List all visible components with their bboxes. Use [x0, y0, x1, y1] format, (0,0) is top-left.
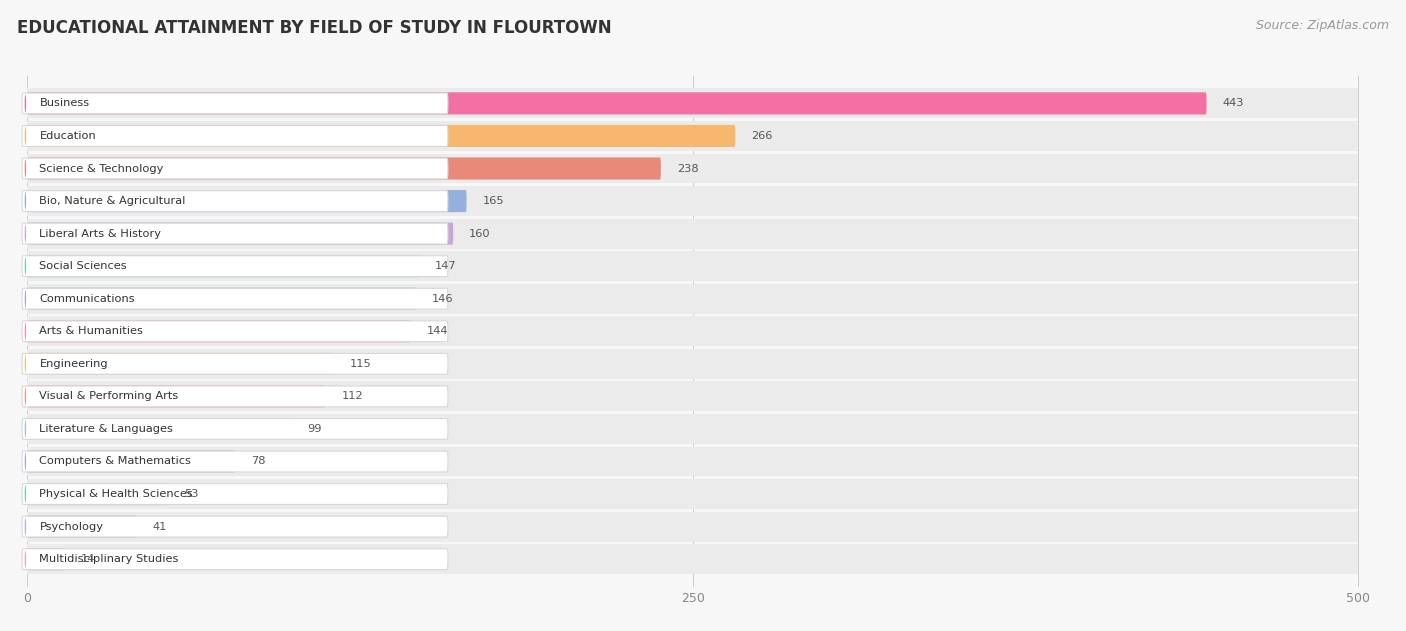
Text: Bio, Nature & Agricultural: Bio, Nature & Agricultural [39, 196, 186, 206]
Text: 112: 112 [342, 391, 363, 401]
FancyBboxPatch shape [22, 418, 449, 439]
FancyBboxPatch shape [22, 516, 449, 537]
Circle shape [25, 550, 27, 568]
FancyBboxPatch shape [27, 381, 1358, 411]
Text: Engineering: Engineering [39, 359, 108, 369]
FancyBboxPatch shape [27, 153, 1358, 184]
FancyBboxPatch shape [27, 451, 235, 473]
FancyBboxPatch shape [27, 544, 1358, 574]
FancyBboxPatch shape [27, 349, 1358, 379]
Text: 266: 266 [751, 131, 773, 141]
Circle shape [25, 127, 27, 144]
FancyBboxPatch shape [27, 186, 1358, 216]
Text: Visual & Performing Arts: Visual & Performing Arts [39, 391, 179, 401]
FancyBboxPatch shape [27, 121, 1358, 151]
Circle shape [25, 225, 27, 242]
Text: 14: 14 [80, 554, 96, 564]
Circle shape [25, 452, 27, 470]
FancyBboxPatch shape [27, 316, 1358, 346]
Text: 41: 41 [152, 522, 167, 531]
FancyBboxPatch shape [27, 414, 1358, 444]
FancyBboxPatch shape [27, 320, 411, 343]
Circle shape [25, 518, 27, 536]
FancyBboxPatch shape [27, 548, 65, 570]
FancyBboxPatch shape [27, 483, 169, 505]
Text: 53: 53 [184, 489, 198, 499]
FancyBboxPatch shape [27, 88, 1358, 119]
Text: 146: 146 [432, 293, 454, 304]
FancyBboxPatch shape [27, 251, 1358, 281]
FancyBboxPatch shape [27, 418, 291, 440]
Text: 165: 165 [482, 196, 505, 206]
FancyBboxPatch shape [27, 353, 333, 375]
FancyBboxPatch shape [27, 223, 453, 245]
Text: Business: Business [39, 98, 90, 109]
Text: EDUCATIONAL ATTAINMENT BY FIELD OF STUDY IN FLOURTOWN: EDUCATIONAL ATTAINMENT BY FIELD OF STUDY… [17, 19, 612, 37]
FancyBboxPatch shape [27, 512, 1358, 541]
Text: 147: 147 [434, 261, 457, 271]
FancyBboxPatch shape [27, 218, 1358, 249]
Circle shape [25, 485, 27, 503]
FancyBboxPatch shape [22, 483, 449, 504]
Text: Multidisciplinary Studies: Multidisciplinary Studies [39, 554, 179, 564]
FancyBboxPatch shape [22, 321, 449, 342]
Text: Education: Education [39, 131, 96, 141]
Text: 115: 115 [350, 359, 371, 369]
Text: Liberal Arts & History: Liberal Arts & History [39, 228, 162, 239]
FancyBboxPatch shape [22, 386, 449, 407]
Circle shape [25, 387, 27, 405]
Circle shape [25, 257, 27, 275]
FancyBboxPatch shape [27, 516, 136, 538]
FancyBboxPatch shape [27, 190, 467, 212]
FancyBboxPatch shape [27, 447, 1358, 476]
FancyBboxPatch shape [27, 288, 416, 310]
Text: Psychology: Psychology [39, 522, 104, 531]
FancyBboxPatch shape [22, 191, 449, 211]
FancyBboxPatch shape [27, 479, 1358, 509]
Circle shape [25, 322, 27, 340]
FancyBboxPatch shape [27, 255, 419, 277]
FancyBboxPatch shape [22, 288, 449, 309]
Text: 78: 78 [250, 456, 266, 466]
FancyBboxPatch shape [22, 223, 449, 244]
Circle shape [25, 420, 27, 438]
FancyBboxPatch shape [27, 157, 661, 180]
Circle shape [25, 192, 27, 210]
FancyBboxPatch shape [22, 353, 449, 374]
Text: Arts & Humanities: Arts & Humanities [39, 326, 143, 336]
Text: Physical & Health Sciences: Physical & Health Sciences [39, 489, 193, 499]
Text: 238: 238 [676, 163, 699, 174]
Text: Science & Technology: Science & Technology [39, 163, 165, 174]
FancyBboxPatch shape [22, 93, 449, 114]
Text: Social Sciences: Social Sciences [39, 261, 127, 271]
Circle shape [25, 290, 27, 307]
Text: 443: 443 [1223, 98, 1244, 109]
FancyBboxPatch shape [22, 126, 449, 146]
FancyBboxPatch shape [22, 158, 449, 179]
FancyBboxPatch shape [22, 549, 449, 570]
Text: 160: 160 [470, 228, 491, 239]
Text: Communications: Communications [39, 293, 135, 304]
Circle shape [25, 160, 27, 177]
Text: 99: 99 [307, 424, 322, 434]
Text: Literature & Languages: Literature & Languages [39, 424, 173, 434]
FancyBboxPatch shape [27, 92, 1206, 114]
FancyBboxPatch shape [27, 125, 735, 147]
Circle shape [25, 355, 27, 373]
Circle shape [25, 95, 27, 112]
FancyBboxPatch shape [27, 386, 326, 408]
FancyBboxPatch shape [27, 284, 1358, 314]
FancyBboxPatch shape [22, 451, 449, 472]
FancyBboxPatch shape [22, 256, 449, 276]
Text: 144: 144 [426, 326, 449, 336]
Text: Computers & Mathematics: Computers & Mathematics [39, 456, 191, 466]
Text: Source: ZipAtlas.com: Source: ZipAtlas.com [1256, 19, 1389, 32]
